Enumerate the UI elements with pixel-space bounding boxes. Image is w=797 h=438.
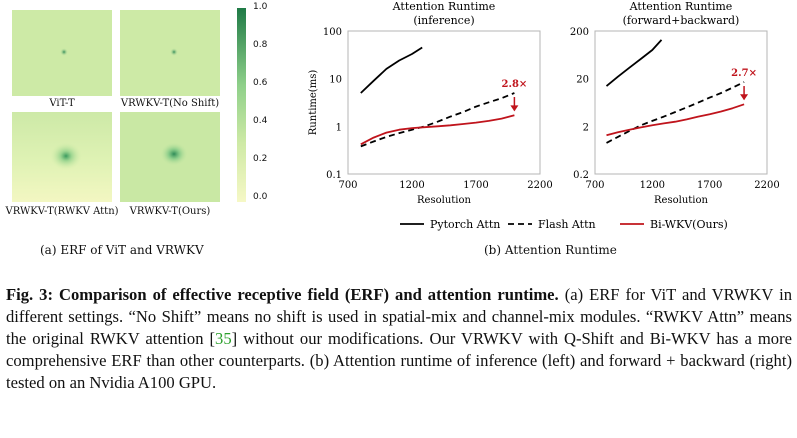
figure-caption: Fig. 3: Comparison of effective receptiv… <box>6 284 792 394</box>
erf-label-no-shift: VRWKV-T(No Shift) <box>120 98 220 109</box>
x-axis-label: Resolution <box>654 195 708 206</box>
caption-citation-link[interactable]: 35 <box>215 329 232 348</box>
colorbar <box>237 8 246 202</box>
chart-title: Attention Runtime <box>392 0 496 13</box>
x-axis-label: Resolution <box>417 195 471 206</box>
y-tick-label: 100 <box>323 27 342 38</box>
caption-figure-label: Fig. 3: Comparison of effective receptiv… <box>6 285 559 304</box>
speedup-arrowhead <box>510 105 519 112</box>
x-tick-label: 700 <box>585 180 604 191</box>
legend-label: Bi-WKV(Ours) <box>650 218 728 231</box>
series-line-flash-attn <box>606 81 745 144</box>
y-tick-label: 0.2 <box>573 170 589 181</box>
plot-frame <box>594 30 768 175</box>
subcaption-a: (a) ERF of ViT and VRWKV <box>40 243 204 257</box>
x-tick-label: 1700 <box>697 180 722 191</box>
speedup-annotation: 2.8× <box>502 79 528 90</box>
series-line-bi-wkv-ours- <box>360 114 515 146</box>
series-line-pytorch-attn <box>605 39 663 87</box>
colorbar-tick: 1.0 <box>253 2 268 12</box>
y-tick-label: 20 <box>576 75 589 86</box>
speedup-arrowhead <box>740 94 749 101</box>
subcaption-b: (b) Attention Runtime <box>484 243 617 257</box>
y-tick-label: 1 <box>336 122 342 133</box>
runtime-charts: Attention Runtime(inference)700 1200 1700 2… <box>308 0 780 231</box>
legend-label: Flash Attn <box>538 218 596 231</box>
plot-frame <box>347 30 541 175</box>
y-tick-label: 200 <box>570 27 589 38</box>
chart-subtitle: (forward+backward) <box>623 14 740 27</box>
series-line-bi-wkv-ours- <box>606 103 745 137</box>
chart-subtitle: (inference) <box>413 14 474 27</box>
x-tick-label: 1200 <box>399 180 424 191</box>
speedup-annotation: 2.7× <box>731 68 757 79</box>
x-tick-label: 2200 <box>754 180 779 191</box>
series-line-flash-attn <box>360 92 515 148</box>
colorbar-tick: 0.8 <box>253 40 268 50</box>
x-tick-label: 700 <box>338 180 357 191</box>
x-tick-label: 1200 <box>640 180 665 191</box>
erf-maps <box>12 8 246 202</box>
erf-label-ours: VRWKV-T(Ours) <box>129 206 211 217</box>
colorbar-tick: 0.0 <box>253 192 268 202</box>
x-tick-label: 1700 <box>463 180 488 191</box>
caption-text-part2: ] without our modifications. Our VRWKV w… <box>6 329 792 392</box>
x-tick-label: 2200 <box>527 180 552 191</box>
y-tick-label: 2 <box>583 122 589 133</box>
colorbar-tick: 0.4 <box>253 116 268 126</box>
y-tick-label: 10 <box>329 75 342 86</box>
erf-map-no-shift <box>120 10 220 96</box>
caption-text-part1: (a) ERF for ViT and VRWKV in different s… <box>6 285 792 348</box>
colorbar-tick: 0.2 <box>253 154 268 164</box>
chart-title: Attention Runtime <box>629 0 733 13</box>
y-axis-label: Runtime(ms) <box>308 70 319 136</box>
y-tick-label: 0.1 <box>326 170 342 181</box>
legend-label: Pytorch Attn <box>430 218 500 231</box>
series-line-pytorch-attn <box>360 46 423 94</box>
erf-label-rwkv-attn: VRWKV-T(RWKV Attn) <box>5 206 119 217</box>
colorbar-tick: 0.6 <box>253 78 268 88</box>
erf-label-vit: ViT-T <box>49 98 75 109</box>
